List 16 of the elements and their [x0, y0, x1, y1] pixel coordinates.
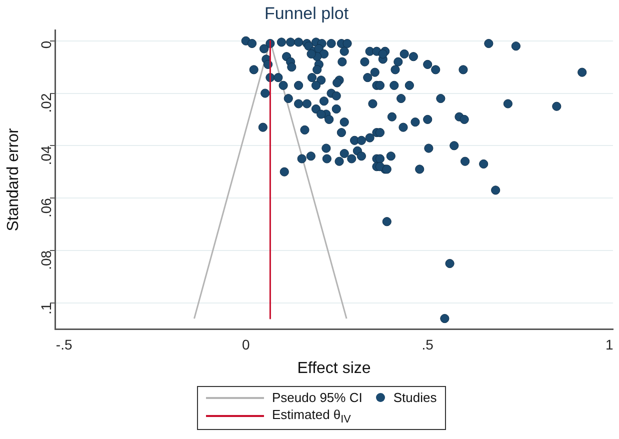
x-tick-label: 1 [605, 336, 614, 352]
legend-label: Studies [393, 390, 437, 405]
legend-label: Pseudo 95% CI [272, 390, 362, 405]
y-tick-label: .06 [38, 198, 54, 218]
y-tick-label: .08 [38, 250, 54, 270]
x-axis-title: Effect size [297, 360, 371, 377]
legend-label: Estimated θ$_{IV}$ [272, 407, 351, 426]
y-axis-title: Standard error [5, 127, 22, 232]
x-tick-label: 0 [242, 336, 250, 352]
chart-title: Funnel plot [264, 4, 349, 23]
y-tick-label: .02 [38, 93, 54, 113]
y-tick-label: .04 [38, 145, 54, 166]
y-tick-label: .1 [38, 302, 54, 314]
y-tick-label: 0 [38, 40, 54, 49]
x-tick-label: .5 [422, 336, 434, 352]
x-tick-label: -.5 [56, 336, 72, 352]
